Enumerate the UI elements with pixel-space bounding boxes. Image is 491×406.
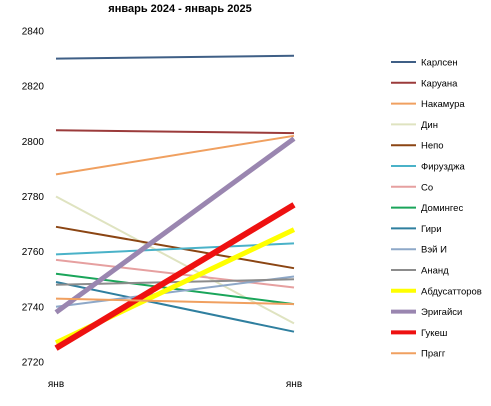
y-tick-label: 2840	[22, 27, 45, 38]
legend-label: Со	[421, 182, 433, 193]
series-line	[55, 129, 295, 135]
legend-label: Непо	[421, 141, 444, 152]
legend-label: Абдусатторов	[421, 286, 482, 297]
x-tick-label: янв	[48, 379, 64, 390]
x-tick-label: янв	[286, 379, 302, 390]
legend-label: Гири	[421, 224, 442, 235]
series-line	[54, 202, 296, 351]
legend-label: Прагг	[421, 349, 446, 360]
legend-label: Ананд	[421, 266, 449, 277]
series-line	[55, 225, 295, 270]
legend: Карлсен Каруана Накамура Дин Непо Фирузджа Со Д…	[391, 58, 482, 360]
legend-label: Эригайси	[421, 307, 462, 318]
legend-label: Гукеш	[421, 328, 447, 339]
series-line	[55, 297, 295, 306]
series-line	[55, 281, 295, 333]
y-tick-label: 2720	[22, 358, 45, 369]
y-tick-label: 2780	[22, 192, 45, 203]
series-line	[55, 242, 295, 256]
chart-title: январь 2024 - январь 2025	[108, 3, 251, 15]
series-line	[55, 54, 295, 60]
legend-label: Вэй И	[421, 245, 447, 256]
y-tick-label: 2740	[22, 302, 45, 313]
y-tick-label: 2760	[22, 247, 45, 258]
series-line	[55, 275, 295, 308]
legend-label: Дин	[421, 120, 438, 131]
legend-label: Каруана	[421, 78, 458, 89]
series-line	[54, 136, 296, 315]
legend-label: Домингес	[421, 203, 463, 214]
x-axis-tick-labels: янв янв	[48, 379, 302, 390]
series-line	[55, 195, 295, 325]
series-lines	[54, 54, 296, 351]
y-axis-tick-labels: 2720 2740 2760 2780 2800 2820 2840	[22, 27, 45, 369]
y-tick-label: 2800	[22, 137, 45, 148]
series-line	[55, 134, 295, 176]
y-tick-label: 2820	[22, 82, 45, 93]
legend-label: Фирузджа	[421, 162, 466, 173]
legend-label: Карлсен	[421, 58, 458, 69]
legend-label: Накамура	[421, 99, 465, 110]
